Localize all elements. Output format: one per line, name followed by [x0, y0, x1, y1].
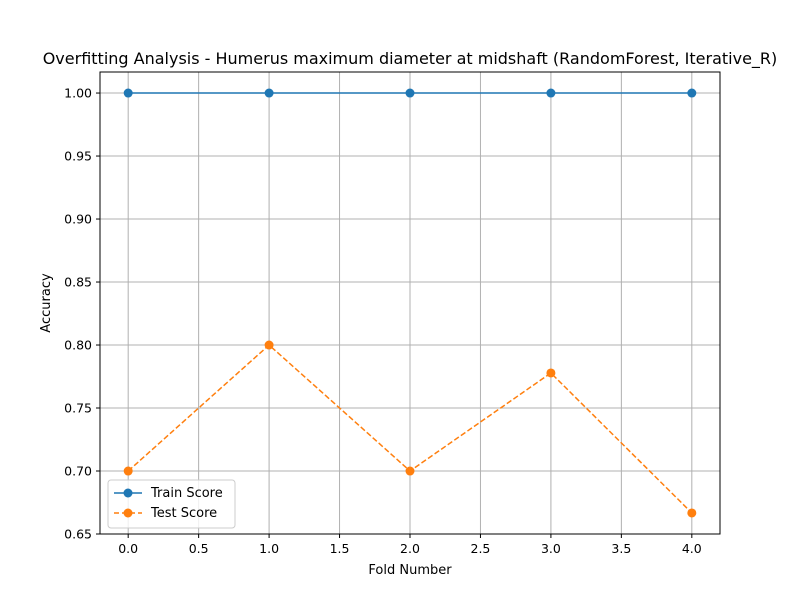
- x-tick-label: 1.0: [259, 541, 279, 556]
- y-tick-label: 0.80: [64, 338, 92, 353]
- legend: Train Score Test Score: [107, 479, 236, 529]
- y-tick-label: 1.00: [64, 86, 92, 101]
- data-point-train-score: [123, 88, 133, 98]
- x-tick-label: 3.0: [541, 541, 561, 556]
- legend-label-train-score: Train Score: [150, 486, 223, 501]
- x-tick-label: 0.0: [118, 541, 138, 556]
- legend-marker-test-score: [123, 508, 133, 518]
- y-axis-label: Accuracy: [39, 273, 54, 333]
- y-tick-label: 0.75: [64, 401, 92, 416]
- data-point-test-score: [264, 340, 274, 350]
- series-layer: [123, 88, 697, 518]
- x-tick-label: 1.5: [330, 541, 350, 556]
- data-point-train-score: [546, 88, 556, 98]
- x-tick-label: 0.5: [189, 541, 209, 556]
- x-axis-label: Fold Number: [368, 563, 452, 578]
- y-tick-label: 0.70: [64, 464, 92, 479]
- data-point-test-score: [405, 466, 415, 476]
- x-tick-label: 4.0: [682, 541, 702, 556]
- data-point-test-score: [123, 466, 133, 476]
- data-point-test-score: [687, 508, 697, 518]
- legend-box: [107, 479, 236, 529]
- data-point-train-score: [687, 88, 697, 98]
- y-tick-label: 0.90: [64, 212, 92, 227]
- chart-title: Overfitting Analysis - Humerus maximum d…: [43, 49, 778, 69]
- y-tick-label: 0.65: [64, 527, 92, 542]
- data-point-test-score: [546, 368, 556, 378]
- x-tick-label: 3.5: [611, 541, 631, 556]
- x-tick-label: 2.0: [400, 541, 420, 556]
- data-point-train-score: [264, 88, 274, 98]
- y-tick-label: 0.85: [64, 275, 92, 290]
- legend-marker-train-score: [123, 488, 133, 498]
- y-tick-label: 0.95: [64, 149, 92, 164]
- data-point-train-score: [405, 88, 415, 98]
- x-tick-label: 2.5: [471, 541, 491, 556]
- legend-label-test-score: Test Score: [150, 506, 217, 521]
- tick-layer: 0.0 0.5 1.0 1.5 2.0 2.5 3.0 3.5 4.0 0.65 0.70 0.75 0…: [64, 86, 702, 556]
